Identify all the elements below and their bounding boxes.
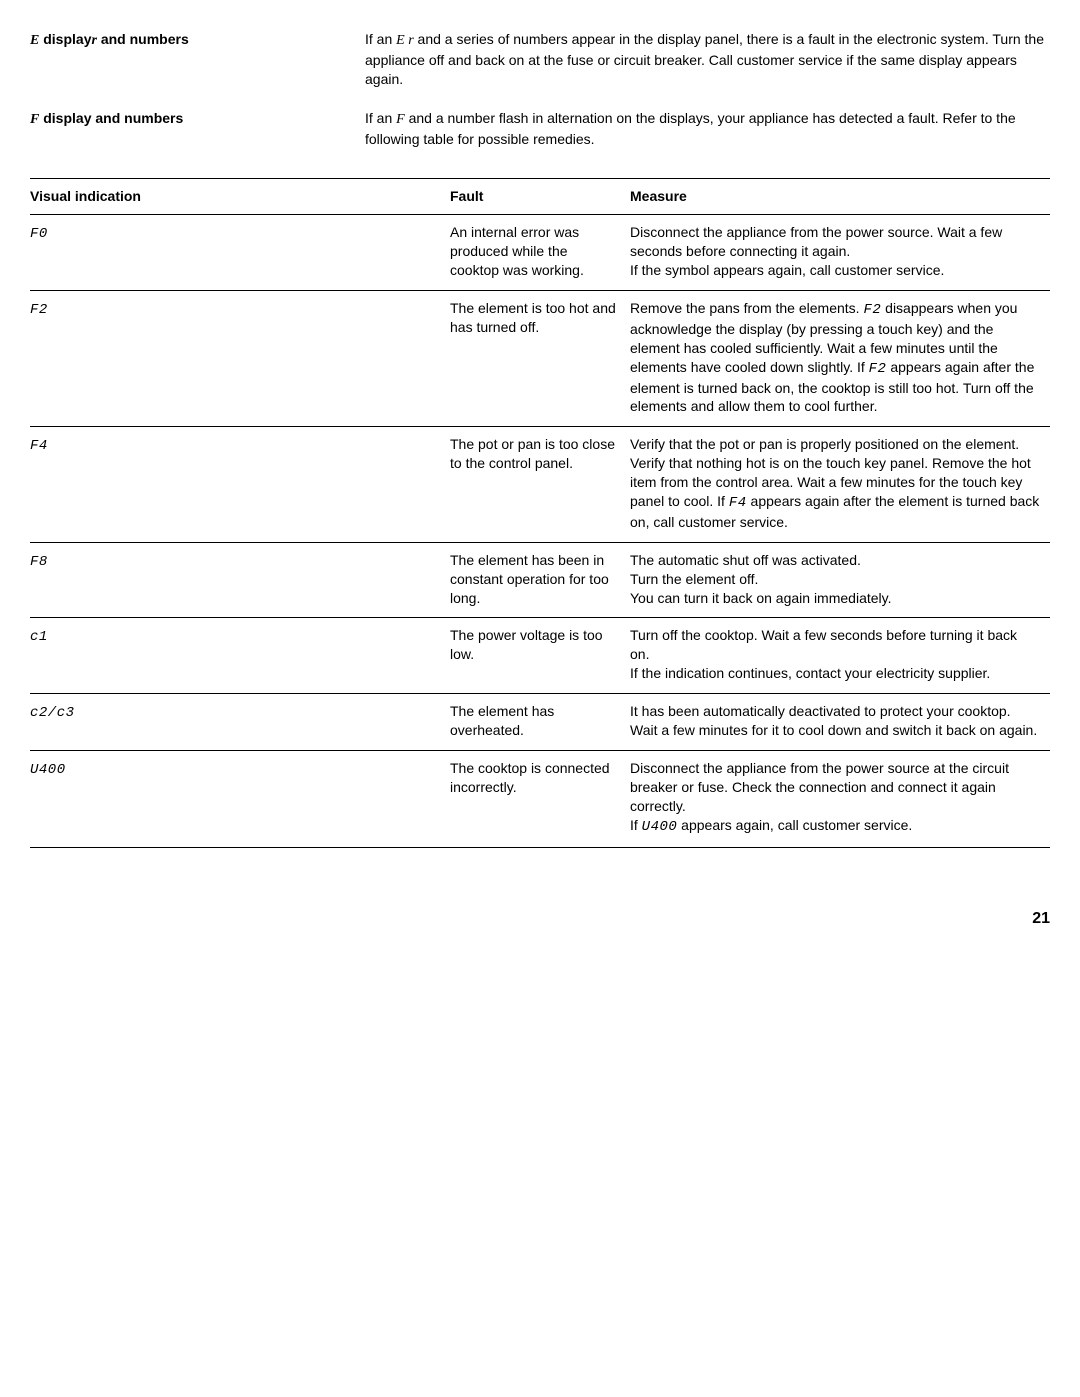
cell-indication: c2/c3: [30, 694, 450, 751]
info-row-f: F display and numbers If an F and a numb…: [30, 109, 1050, 149]
cell-fault: The element is too hot and has turned of…: [450, 291, 630, 427]
label-after: and numbers: [97, 31, 189, 47]
info-label-e: E displayr and numbers: [30, 30, 365, 89]
inline-code: U400: [642, 819, 678, 835]
table-row: F2 The element is too hot and has turned …: [30, 291, 1050, 427]
cell-fault: The power voltage is too low.: [450, 618, 630, 694]
cell-indication: F2: [30, 291, 450, 427]
cell-measure: It has been automatically deactivated to…: [630, 694, 1050, 751]
table-body: F0 An internal error was produced while t…: [30, 215, 1050, 847]
cell-measure: Remove the pans from the elements. F2 di…: [630, 291, 1050, 427]
table-row: U400 The cooktop is connected incorrectly…: [30, 750, 1050, 847]
inline-code: F4: [729, 495, 747, 511]
inline-code: F2: [863, 302, 881, 318]
fault-code: F0: [30, 226, 48, 242]
table-row: F4 The pot or pan is too close to the con…: [30, 427, 1050, 542]
table-row: c1 The power voltage is too low.Turn off …: [30, 618, 1050, 694]
info-section: E displayr and numbers If an E r and a s…: [30, 30, 1050, 148]
label-text: display: [39, 31, 91, 47]
desc-code: F: [396, 112, 405, 127]
header-indication: Visual indication: [30, 179, 450, 215]
code-e: E: [30, 33, 39, 48]
desc-pre: If an: [365, 31, 396, 47]
table-row: F8 The element has been in constant opera…: [30, 542, 1050, 618]
header-fault: Fault: [450, 179, 630, 215]
cell-measure: Turn off the cooktop. Wait a few seconds…: [630, 618, 1050, 694]
desc-pre: If an: [365, 110, 396, 126]
info-row-e: E displayr and numbers If an E r and a s…: [30, 30, 1050, 89]
fault-table: Visual indication Fault Measure F0 An int…: [30, 178, 1050, 847]
fault-code: U400: [30, 762, 66, 778]
table-header: Visual indication Fault Measure: [30, 179, 1050, 215]
desc-post: and a number flash in alternation on the…: [365, 110, 1016, 147]
cell-measure: The automatic shut off was activated.Tur…: [630, 542, 1050, 618]
label-text: display and numbers: [39, 110, 183, 126]
table-row: F0 An internal error was produced while t…: [30, 215, 1050, 291]
fault-code: F4: [30, 438, 48, 454]
fault-code: F2: [30, 302, 48, 318]
info-desc-e: If an E r and a series of numbers appear…: [365, 30, 1050, 89]
cell-fault: The element has overheated.: [450, 694, 630, 751]
cell-indication: F8: [30, 542, 450, 618]
cell-indication: U400: [30, 750, 450, 847]
inline-code: F2: [869, 361, 887, 377]
code-f: F: [30, 112, 39, 127]
fault-code: c2/c3: [30, 705, 75, 721]
fault-code: c1: [30, 629, 48, 645]
desc-post: and a series of numbers appear in the di…: [365, 31, 1044, 87]
fault-code: F8: [30, 554, 48, 570]
cell-measure: Verify that the pot or pan is properly p…: [630, 427, 1050, 542]
cell-fault: The element has been in constant operati…: [450, 542, 630, 618]
cell-indication: F4: [30, 427, 450, 542]
cell-indication: c1: [30, 618, 450, 694]
header-measure: Measure: [630, 179, 1050, 215]
cell-indication: F0: [30, 215, 450, 291]
desc-code: E r: [396, 33, 414, 48]
info-desc-f: If an F and a number flash in alternatio…: [365, 109, 1050, 149]
cell-measure: Disconnect the appliance from the power …: [630, 750, 1050, 847]
cell-measure: Disconnect the appliance from the power …: [630, 215, 1050, 291]
table-row: c2/c3 The element has overheated.It has b…: [30, 694, 1050, 751]
page-number: 21: [30, 908, 1050, 930]
cell-fault: An internal error was produced while the…: [450, 215, 630, 291]
cell-fault: The cooktop is connected incorrectly.: [450, 750, 630, 847]
info-label-f: F display and numbers: [30, 109, 365, 149]
cell-fault: The pot or pan is too close to the contr…: [450, 427, 630, 542]
